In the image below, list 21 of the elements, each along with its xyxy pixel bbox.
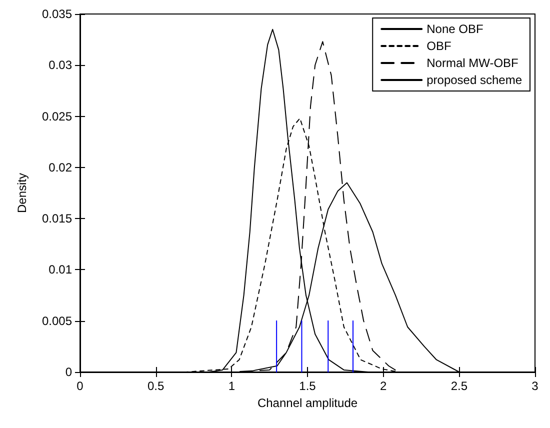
y-tick-label: 0.025 — [42, 109, 72, 124]
y-axis-title: Density — [15, 172, 29, 214]
y-tick-label: 0.01 — [48, 262, 72, 277]
x-tick-label: 3 — [532, 379, 539, 393]
x-tick-label: 0 — [76, 379, 84, 393]
y-tick-label: 0 — [65, 365, 72, 379]
x-tick-label: 1.5 — [299, 379, 316, 393]
legend-label: OBF — [426, 39, 452, 53]
x-tick-label: 1 — [228, 379, 236, 393]
x-tick-label: 0.5 — [147, 379, 164, 393]
y-tick-label: 0.015 — [42, 212, 72, 226]
legend-label: None OBF — [426, 22, 484, 36]
legend-label: Normal MW-OBF — [426, 56, 518, 70]
y-tick-label: 0.03 — [48, 58, 72, 72]
legend-label: proposed scheme — [426, 73, 522, 87]
y-tick-label: 0.02 — [48, 160, 72, 174]
x-axis-title: Channel amplitude — [257, 396, 358, 410]
x-tick-label: 2.5 — [450, 379, 468, 393]
x-tick-label: 2 — [380, 379, 387, 393]
y-tick-label: 0.035 — [42, 7, 72, 21]
y-tick-label: 0.005 — [42, 314, 72, 328]
